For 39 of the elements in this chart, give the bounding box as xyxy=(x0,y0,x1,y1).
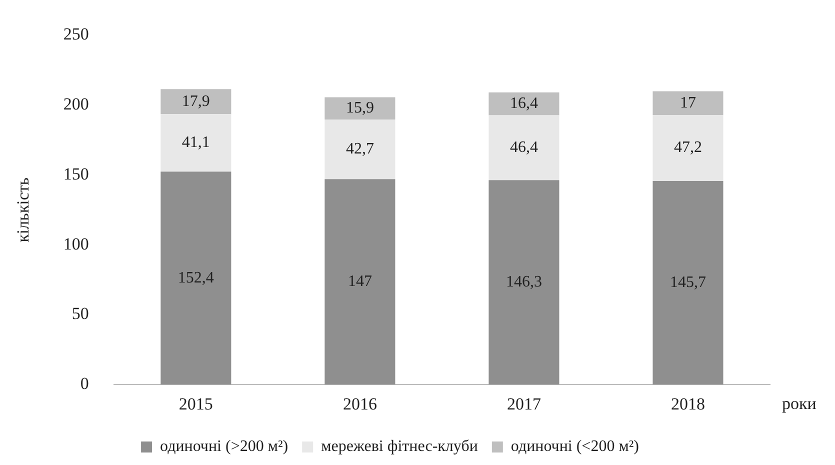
bar xyxy=(160,114,232,172)
bar xyxy=(488,180,560,385)
y-tick-label: 50 xyxy=(72,304,89,324)
bar xyxy=(324,97,396,120)
y-tick-label: 250 xyxy=(63,24,89,44)
x-tick-label: 2018 xyxy=(670,394,705,414)
x-tick-label: 2016 xyxy=(342,394,377,414)
data-label: 46,4 xyxy=(510,138,538,156)
x-tick-label: 2017 xyxy=(506,394,542,414)
data-label: 47,2 xyxy=(674,139,702,156)
data-label: 42,7 xyxy=(346,140,374,158)
bar xyxy=(652,180,724,385)
y-axis-title: кількість xyxy=(14,177,33,242)
x-tick-label: 2015 xyxy=(178,394,213,414)
data-label: 146,3 xyxy=(506,274,542,291)
legend-label: мережеві фітнес-клуби xyxy=(321,438,478,456)
data-label: 15,9 xyxy=(346,100,374,117)
legend-label: одиночні (<200 м²) xyxy=(510,438,639,456)
y-tick-label: 200 xyxy=(63,94,89,114)
data-label: 16,4 xyxy=(510,95,538,112)
y-tick-label: 150 xyxy=(63,164,89,184)
legend-label: одиночні (>200 м²) xyxy=(160,438,288,456)
bar xyxy=(160,172,232,385)
data-label: 147 xyxy=(348,273,372,290)
data-label: 41,1 xyxy=(182,134,210,152)
data-label: 17,9 xyxy=(182,92,210,110)
data-label: 152,4 xyxy=(178,269,214,286)
y-tick-label: 0 xyxy=(80,374,89,394)
bar xyxy=(324,119,396,180)
x-axis-title: роки xyxy=(782,394,816,414)
bar xyxy=(488,115,560,180)
data-label: 17 xyxy=(680,94,696,112)
bar xyxy=(652,115,724,181)
bar xyxy=(160,89,232,114)
bar xyxy=(488,92,560,116)
data-label: 145,7 xyxy=(670,274,706,291)
bar xyxy=(652,91,724,116)
y-tick-label: 100 xyxy=(63,234,89,254)
bar xyxy=(324,179,396,385)
